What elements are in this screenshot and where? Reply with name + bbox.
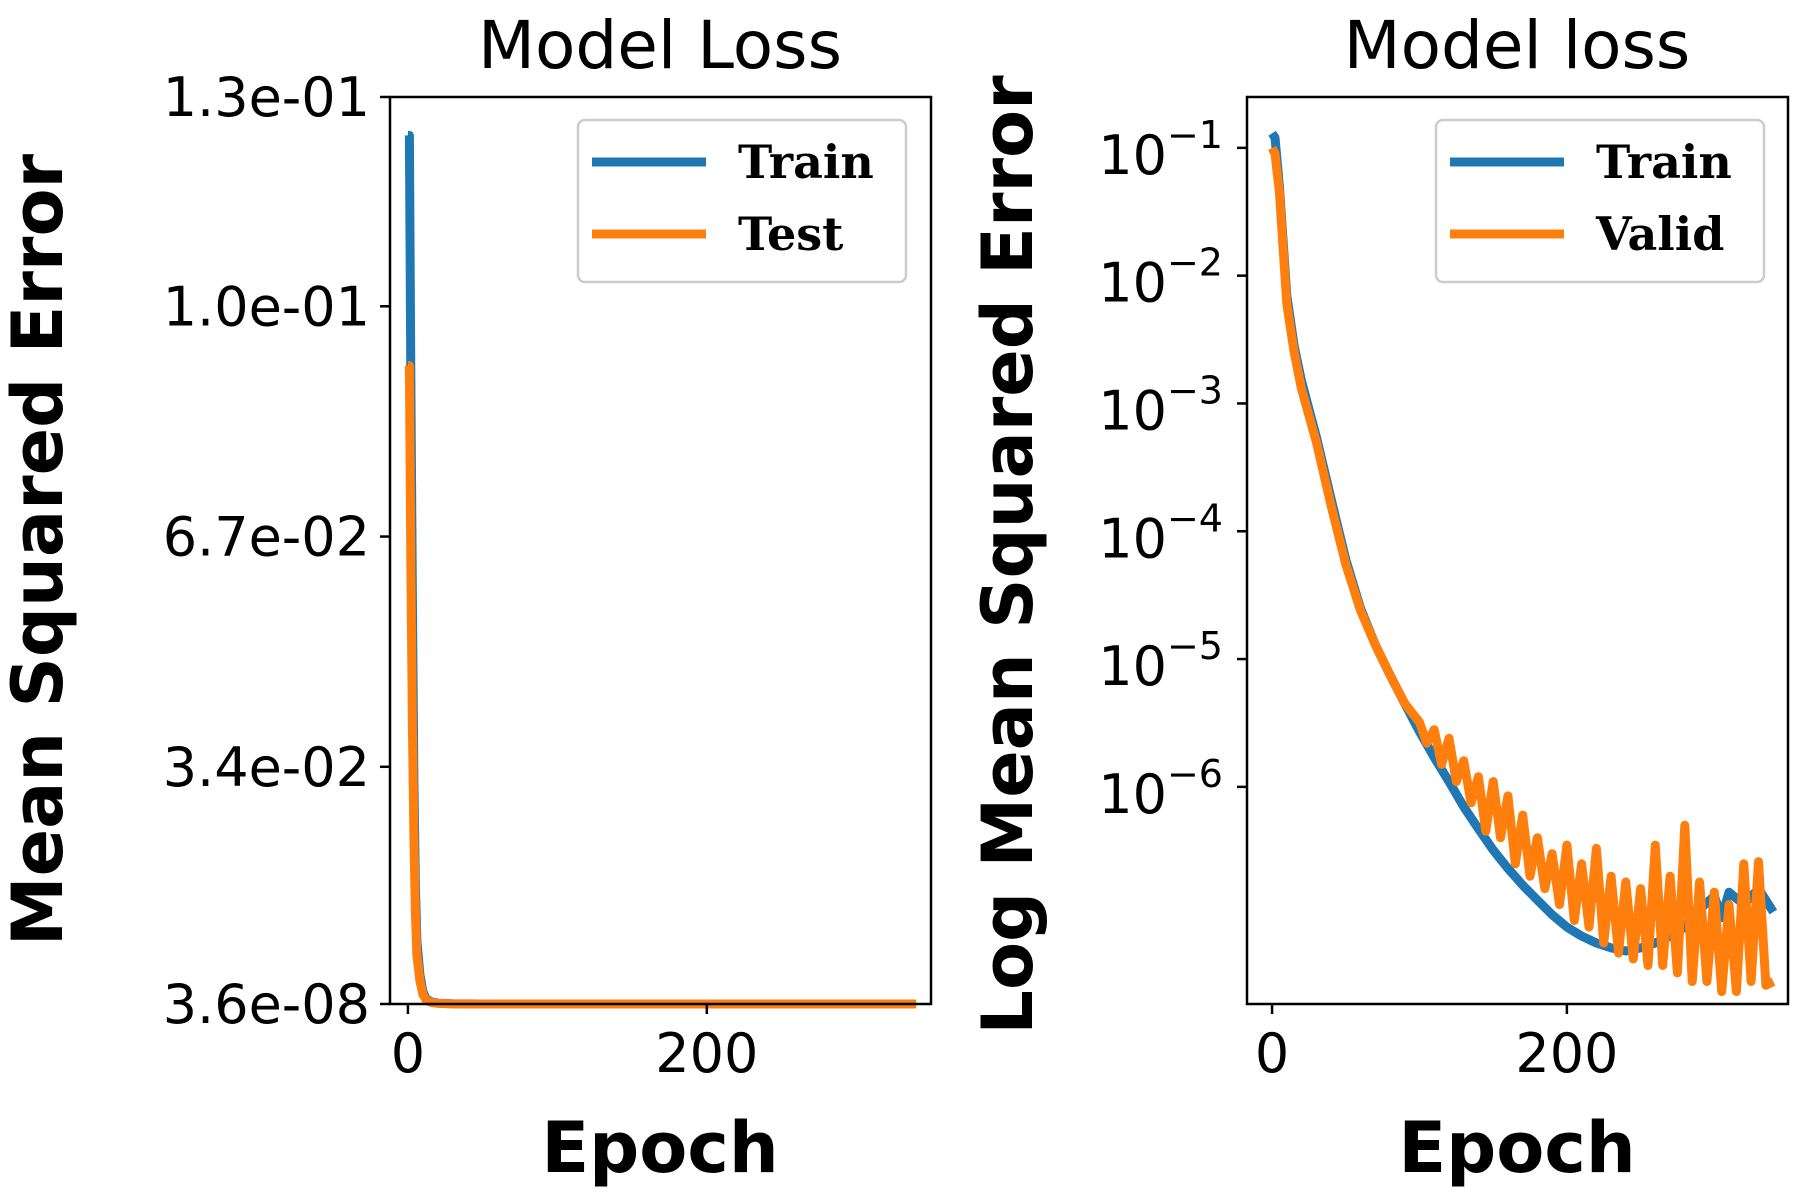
chart0-legend-label-train: Train bbox=[738, 135, 874, 189]
chart1-ytick-label: 10−5 bbox=[1098, 624, 1223, 698]
chart1-legend: Train Valid bbox=[1434, 118, 1766, 284]
chart0-xtick-label: 200 bbox=[655, 1022, 758, 1085]
chart1-ylabel: Log Mean Squared Error bbox=[967, 75, 1049, 1035]
chart0-series-test bbox=[404, 361, 917, 1009]
chart1-legend-label-train: Train bbox=[1596, 135, 1732, 189]
chart0-ytick-label: 1.0e-01 bbox=[163, 275, 370, 338]
chart0-xtick-label: 0 bbox=[391, 1022, 425, 1085]
chart1-ticks: 0 200 10−1 10−2 10−3 10−4 10−5 10−6 bbox=[1098, 113, 1618, 1085]
chart1-series-valid bbox=[1268, 145, 1776, 997]
chart1-ytick-label: 10−3 bbox=[1098, 368, 1223, 442]
chart1-xtick-label: 200 bbox=[1515, 1022, 1618, 1085]
chart1-legend-label-valid: Valid bbox=[1595, 207, 1724, 261]
chart-model-loss-log: Model loss Epoch Log Mean Squared Error … bbox=[967, 7, 1790, 1189]
chart1-ytick-label: 10−6 bbox=[1098, 752, 1223, 826]
chart0-xlabel: Epoch bbox=[541, 1107, 778, 1189]
chart0-ytick-label: 6.7e-02 bbox=[163, 506, 370, 569]
chart0-frame bbox=[388, 95, 933, 1006]
chart0-ytick-label: 1.3e-01 bbox=[163, 66, 370, 129]
chart0-ticks: 0 200 3.6e-08 3.4e-02 6.7e-02 1.0e-01 1.3e-01 bbox=[163, 66, 759, 1085]
chart0-legend: Train Test bbox=[576, 118, 908, 284]
chart1-ytick-label: 10−1 bbox=[1098, 113, 1223, 187]
chart0-ylabel: Mean Squared Error bbox=[0, 153, 79, 946]
chart1-ytick-label: 10−2 bbox=[1098, 241, 1223, 315]
chart1-xtick-label: 0 bbox=[1255, 1022, 1289, 1085]
chart0-ytick-label: 3.4e-02 bbox=[163, 736, 370, 799]
chart1-xlabel: Epoch bbox=[1398, 1107, 1635, 1189]
chart0-legend-label-test: Test bbox=[738, 207, 844, 261]
chart-model-loss: Model Loss Epoch Mean Squared Error 0 200… bbox=[0, 7, 933, 1189]
chart0-title: Model Loss bbox=[478, 7, 842, 84]
chart1-title: Model loss bbox=[1344, 7, 1691, 84]
chart1-lines bbox=[1268, 130, 1778, 997]
chart1-frame bbox=[1245, 95, 1790, 1006]
chart1-ytick-label: 10−4 bbox=[1098, 496, 1223, 570]
chart0-ytick-label: 3.6e-08 bbox=[163, 973, 370, 1036]
